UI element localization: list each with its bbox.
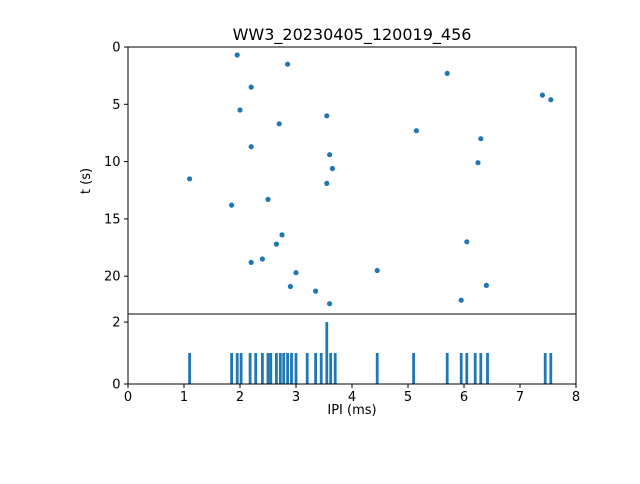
hist-axes-frame (127, 313, 577, 385)
hist-bars (188, 322, 553, 384)
hist-bar (333, 353, 337, 384)
hist-x-ticks: 0 1 2 3 4 5 6 7 8 (124, 384, 580, 405)
scatter-point (287, 283, 293, 290)
hist-bar (314, 353, 317, 384)
hist-bar (294, 353, 298, 384)
hist-bar (254, 353, 258, 384)
scatter-y-ticks: 0 5 10 15 20 (104, 41, 128, 285)
hist-bar (325, 322, 329, 384)
hist-bar (549, 353, 553, 384)
hist-bar (543, 353, 547, 384)
scatter-point (313, 288, 319, 294)
x-tick-label: 2 (236, 390, 244, 405)
scatter-point (464, 239, 470, 245)
scatter-point (374, 267, 380, 274)
scatter-point (539, 92, 546, 98)
hist-bar (412, 353, 415, 384)
scatter-point (483, 282, 489, 288)
scatter-point (324, 180, 330, 186)
y-tick-label: 0 (112, 41, 120, 56)
hist-bar (282, 353, 286, 384)
scatter-point (327, 301, 333, 307)
hist-bar (375, 353, 379, 384)
y-axis-label: t (s) (79, 168, 94, 194)
hist-bar (239, 353, 243, 384)
scatter-point (248, 259, 254, 265)
scatter-point (265, 196, 271, 202)
y-tick-label: 15 (104, 212, 121, 227)
scatter-point (444, 70, 450, 76)
hist-y-ticks: 02 (112, 316, 128, 393)
scatter-point (329, 165, 335, 172)
hist-bar (319, 353, 323, 384)
scatter-point (187, 176, 193, 182)
scatter-point (279, 232, 285, 238)
scatter-point (248, 144, 254, 150)
x-tick-label: 4 (348, 390, 356, 405)
scatter-point (293, 270, 299, 276)
scatter-subplot: 0 5 10 15 20 (104, 41, 577, 315)
hist-bar (445, 353, 449, 384)
hist-bar (465, 353, 469, 384)
y-tick-label: 0 (112, 378, 120, 393)
x-tick-label: 6 (460, 390, 468, 405)
scatter-point (273, 241, 279, 247)
scatter-point (413, 128, 419, 134)
hist-bar (286, 353, 289, 384)
hist-bar (275, 353, 278, 384)
x-tick-label: 0 (124, 390, 132, 405)
scatter-point (234, 52, 240, 58)
y-tick-label: 10 (104, 155, 121, 170)
x-tick-label: 7 (516, 390, 524, 405)
y-tick-label: 2 (112, 316, 120, 331)
chart-title: WW3_20230405_120019_456 (233, 25, 472, 45)
scatter-point (458, 297, 464, 303)
x-axis-label: IPI (ms) (327, 403, 376, 418)
hist-bar (235, 353, 239, 384)
hist-bar (269, 353, 273, 384)
x-tick-label: 5 (404, 390, 412, 405)
x-tick-label: 8 (572, 390, 580, 405)
scatter-point (285, 61, 291, 67)
scatter-point (229, 202, 235, 208)
scatter-point (276, 121, 282, 127)
x-tick-label: 1 (180, 390, 188, 405)
scatter-point (548, 97, 554, 103)
hist-bar (290, 353, 293, 384)
scatter-axes-frame (127, 46, 577, 315)
hist-bar (473, 353, 477, 384)
scatter-point (237, 107, 243, 113)
hist-bar (459, 353, 463, 384)
hist-bar (278, 353, 282, 384)
x-tick-label: 3 (292, 390, 300, 405)
hist-bar (305, 353, 309, 384)
y-tick-label: 5 (112, 98, 120, 113)
hist-bar (329, 353, 333, 384)
hist-bar (266, 353, 270, 384)
scatter-point (327, 152, 333, 158)
hist-bar (188, 353, 191, 384)
scatter-points (187, 52, 554, 307)
scatter-point (475, 160, 481, 166)
scatter-point (324, 113, 330, 119)
scatter-point (259, 256, 265, 262)
hist-bar (486, 353, 489, 384)
hist-bar (479, 353, 483, 384)
hist-bar (261, 353, 264, 384)
hist-bar (230, 353, 233, 384)
scatter-point (478, 136, 484, 142)
scatter-point (248, 84, 254, 90)
y-tick-label: 20 (104, 270, 121, 285)
hist-bar (248, 353, 252, 384)
